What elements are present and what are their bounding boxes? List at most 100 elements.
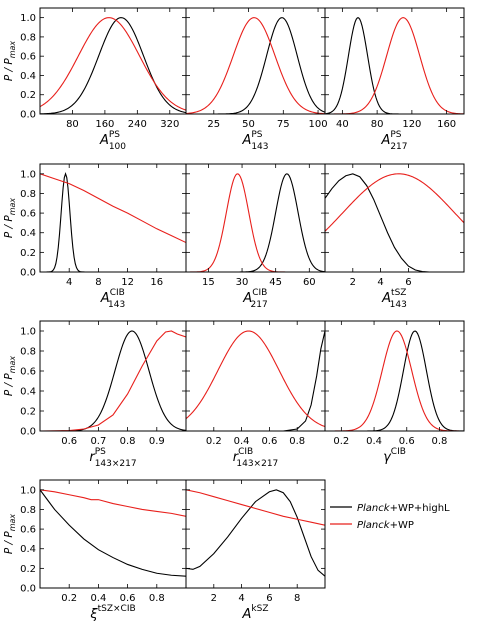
y-tick-label: 0.4	[20, 228, 36, 239]
y-tick-label: 0.6	[20, 52, 36, 63]
y-tick-label: 0.2	[20, 407, 36, 418]
x-axis-label-sup: PS	[251, 130, 262, 140]
series-line-2	[40, 17, 186, 111]
x-axis-label: rPS 143×217	[89, 447, 136, 469]
x-tick-label: 60	[303, 277, 316, 288]
y-tick-label: 0.4	[20, 387, 36, 398]
series-line-1	[325, 17, 464, 114]
x-tick-label: 0.6	[261, 436, 277, 447]
x-axis-label-sup: tSZ	[391, 288, 406, 298]
x-axis-label-sub: 100	[109, 142, 126, 152]
y-tick-label: 0.8	[20, 505, 36, 516]
x-axis-label-sub: 143×217	[95, 459, 137, 469]
x-tick-label: 0.4	[234, 436, 250, 447]
legend-label-planck-wp-highl: Planck+WP+highL	[357, 503, 450, 514]
y-tick-label: 0.0	[20, 427, 36, 438]
series-line-2	[40, 330, 186, 431]
y-tick-label: 0.0	[20, 110, 36, 121]
x-axis-label-sup: tSZ×CIB	[98, 604, 136, 614]
x-tick-label: 45	[269, 277, 282, 288]
x-tick-label: 2	[211, 593, 217, 604]
x-axis-label: APS 143	[241, 130, 268, 152]
x-axis-label-sub: 143	[108, 300, 125, 310]
x-tick-label: 16	[150, 277, 163, 288]
series-line-2	[325, 17, 464, 114]
x-tick-label: 0.2	[206, 436, 222, 447]
x-tick-label: 80	[371, 119, 384, 130]
x-axis-label-sub: 217	[390, 142, 407, 152]
x-tick-label: 0.8	[432, 436, 448, 447]
x-tick-label: 0.8	[120, 436, 136, 447]
panel-frame	[185, 163, 326, 273]
x-tick-label: 320	[160, 119, 179, 130]
x-axis-label: AkSZ	[242, 604, 269, 622]
x-tick-label: 240	[128, 119, 147, 130]
x-tick-label: 15	[202, 277, 215, 288]
x-tick-label: 6	[405, 277, 411, 288]
x-tick-label: 4	[238, 593, 244, 604]
x-axis-label: ACIB 143	[100, 288, 125, 310]
y-tick-label: 0.8	[20, 189, 36, 200]
y-tick-label: 1.0	[20, 485, 36, 496]
panel-frame	[185, 7, 326, 115]
y-tick-label: 1.0	[20, 169, 36, 180]
legend: Planck+WP+highL Planck+WP	[330, 503, 450, 531]
series-line-2	[325, 173, 464, 232]
x-tick-label: 75	[277, 119, 290, 130]
x-tick-label: 4	[377, 277, 383, 288]
x-tick-label: 0.8	[149, 593, 165, 604]
y-axis-label: P / Pmax	[3, 198, 17, 239]
x-axis-label-sup: PS	[390, 130, 401, 140]
x-tick-label: 0.6	[399, 436, 415, 447]
y-tick-label: 1.0	[20, 327, 36, 338]
legend-label-planck-wp: Planck+WP	[357, 520, 414, 531]
x-axis-label-sup: CIB	[238, 447, 253, 457]
y-tick-label: 0.2	[20, 90, 36, 101]
x-tick-label: 0.6	[61, 436, 77, 447]
series-line-1	[325, 173, 464, 272]
x-tick-label: 100	[309, 119, 328, 130]
x-tick-label: 50	[242, 119, 255, 130]
x-tick-label: 80	[66, 119, 79, 130]
y-tick-label: 0.8	[20, 32, 36, 43]
panel-frame	[324, 7, 465, 115]
x-tick-label: 0.6	[120, 593, 136, 604]
x-axis-label-sub: 143	[390, 300, 407, 310]
y-tick-label: 0.2	[20, 248, 36, 259]
x-axis-label: APS 217	[380, 130, 407, 152]
x-tick-label: 0.2	[61, 593, 77, 604]
x-tick-label: 160	[437, 119, 456, 130]
x-axis-label: APS 100	[99, 130, 126, 152]
y-axis-label: P / Pmax	[3, 41, 17, 82]
x-axis-label: ACIB 217	[242, 288, 267, 310]
x-tick-label: 30	[236, 277, 249, 288]
y-tick-label: 0.8	[20, 347, 36, 358]
y-tick-label: 0.6	[20, 367, 36, 378]
y-axis-label: P / Pmax	[3, 514, 17, 555]
y-tick-label: 0.6	[20, 525, 36, 536]
x-axis-label: ξtSZ×CIB	[89, 604, 135, 622]
panel-frame	[39, 479, 187, 589]
x-tick-label: 0.4	[90, 593, 106, 604]
y-tick-label: 1.0	[20, 13, 36, 24]
series-line-1	[186, 17, 325, 114]
x-tick-label: 8	[294, 593, 300, 604]
series-line-1	[40, 17, 186, 114]
x-tick-label: 0.9	[149, 436, 165, 447]
x-tick-label: 0.4	[366, 436, 382, 447]
x-tick-label: 0.2	[333, 436, 349, 447]
series-line-2	[325, 330, 464, 431]
panel-10: 0.2 0.4 0.6 0.8 0.0 0.2 0.4 0.6 0.8 1.0 ξtSZ×CIB P …	[3, 479, 187, 622]
y-tick-label: 0.0	[20, 584, 36, 595]
x-tick-label: 8	[95, 277, 101, 288]
x-tick-label: 6	[266, 593, 272, 604]
x-axis-label-sup: kSZ	[251, 604, 268, 614]
panel-5: 15 30 45 60 ACIB 217	[185, 163, 326, 310]
x-axis-label-sup: CIB	[252, 288, 267, 298]
